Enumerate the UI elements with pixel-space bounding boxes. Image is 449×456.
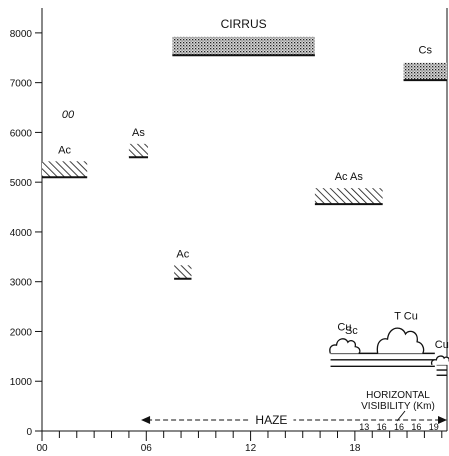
y-axis-ticks: 0 1000 2000 3000 4000 5000 6000 7000 8000	[10, 29, 42, 438]
visibility-value: 16	[377, 422, 387, 432]
cumulus-cloud	[430, 355, 449, 366]
cumulus-label: T Cu	[394, 310, 418, 322]
y-tick-label: 8000	[10, 29, 33, 40]
y-tick-label: 2000	[10, 327, 33, 338]
hour-label: 00	[62, 109, 75, 121]
cloud-layer-label: Ac	[176, 248, 189, 260]
plot-frame	[41, 8, 448, 432]
cloud-layer-label: As	[132, 127, 145, 139]
visibility-value: 19	[429, 422, 439, 432]
cloud-layer-label: CIRRUS	[221, 17, 267, 31]
y-tick-label: 7000	[10, 79, 33, 90]
cloud-layer-label: Sc	[345, 325, 358, 337]
visibility-value: 16	[394, 422, 404, 432]
cumulus-cloud	[329, 338, 361, 354]
x-tick-label: 00	[36, 443, 48, 454]
cloud-layer-label: Cs	[419, 45, 433, 57]
cloud-layer-label: Ac	[58, 144, 71, 156]
cumulus-label: Cu	[435, 339, 449, 351]
y-tick-label: 5000	[10, 178, 33, 189]
x-tick-label: 06	[141, 443, 153, 454]
cloud-layer-hatch	[128, 143, 149, 158]
cloud-layer-hatch	[42, 161, 88, 178]
y-tick-label: 0	[26, 427, 32, 438]
visibility-pointer	[396, 410, 406, 422]
visibility-title-line1: HORIZONTAL	[366, 390, 430, 401]
y-tick-label: 3000	[10, 278, 33, 289]
x-tick-label: 18	[349, 443, 361, 454]
cloud-layer-stipple	[403, 62, 447, 81]
haze-annotation: HAZE	[141, 412, 447, 429]
y-tick-label: 4000	[10, 228, 33, 239]
x-tick-label: 12	[245, 443, 257, 454]
visibility-value: 13	[359, 422, 369, 432]
cumulus-clouds: Cu T Cu Cu	[329, 310, 449, 366]
haze-arrow-right	[438, 416, 447, 425]
cloud-layer-label: Ac As	[335, 171, 364, 183]
visibility-title-line2: VISIBILITY (Km)	[361, 401, 435, 412]
cloud-layer-hatch	[314, 188, 383, 205]
visibility-value: 16	[411, 422, 421, 432]
cloud-layer-stipple	[172, 36, 315, 56]
haze-arrow-left	[141, 416, 151, 425]
visibility-values: 13 16 16 16 19	[359, 422, 439, 432]
cumulus-cloud	[376, 327, 425, 354]
x-axis-ticks: 00 06 12 18	[36, 431, 443, 454]
y-tick-label: 1000	[10, 377, 33, 388]
y-tick-label: 6000	[10, 128, 33, 139]
cloud-layers: CIRRUS Cs Ac As Ac As Ac Sc	[42, 17, 447, 376]
haze-label-bg	[249, 412, 294, 429]
cloud-layer-hatch	[174, 265, 192, 279]
cumulus-label: Cu	[337, 321, 351, 333]
haze-label: HAZE	[255, 413, 287, 427]
